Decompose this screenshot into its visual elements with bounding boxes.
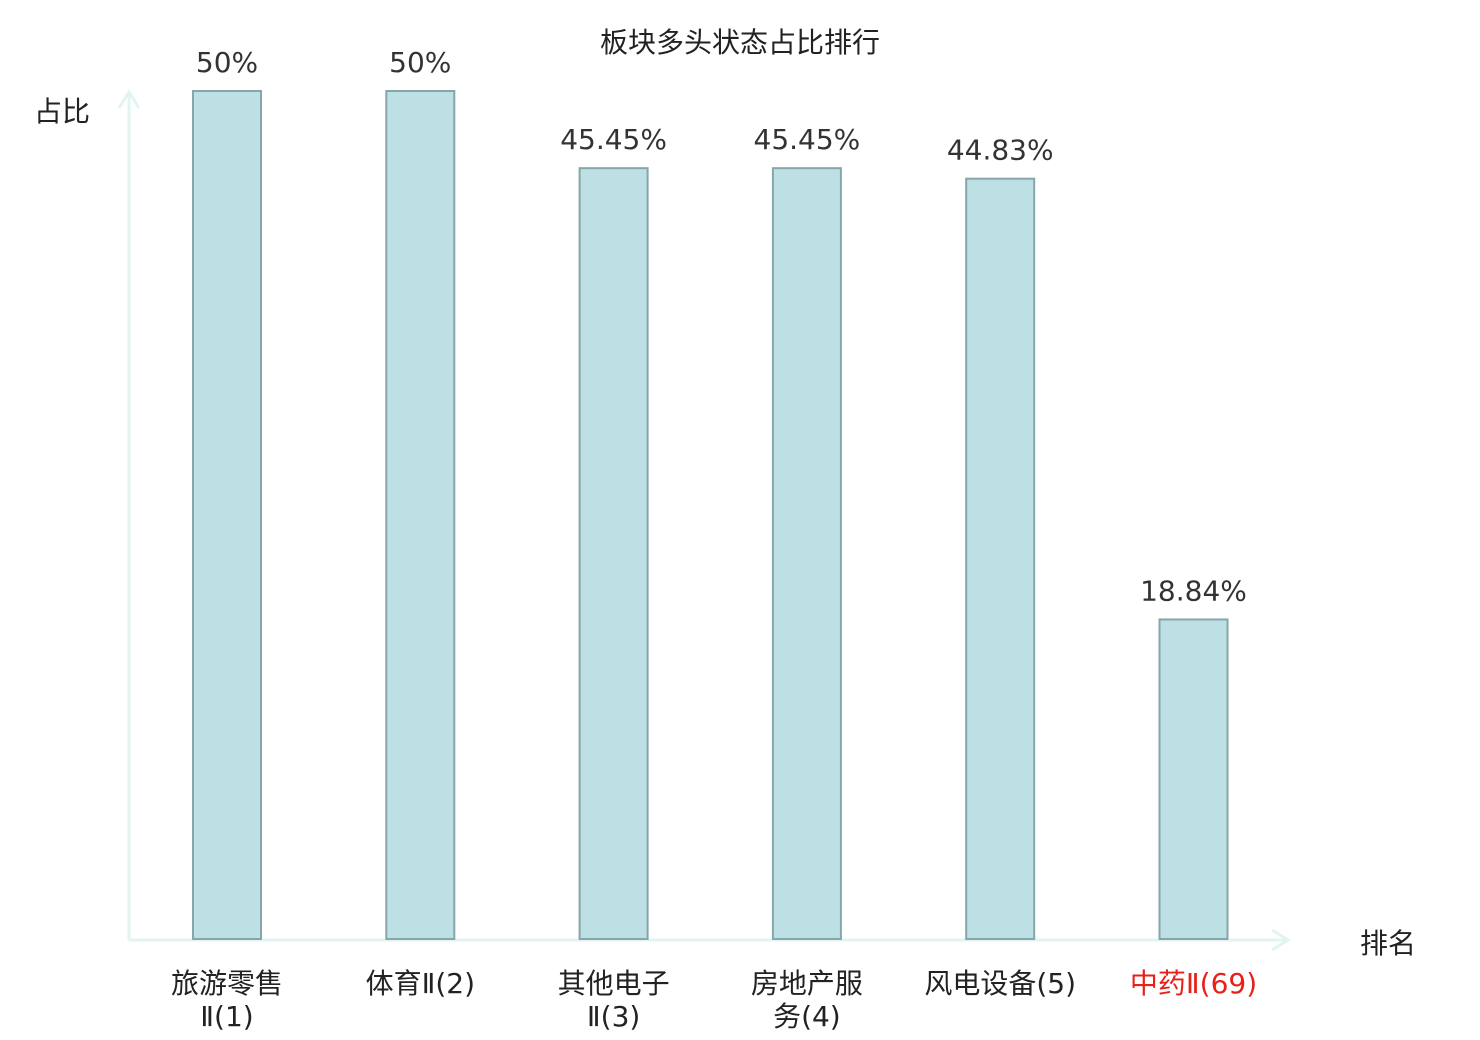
bar-value-label: 50%	[196, 46, 258, 79]
y-axis-label: 占比	[34, 95, 90, 128]
axes	[117, 89, 1291, 952]
bar	[1158, 618, 1229, 940]
bar	[578, 167, 649, 940]
x-axis-arrow	[1271, 928, 1291, 952]
x-tick-label: 中药Ⅱ(69)	[1130, 967, 1257, 1000]
y-axis-arrow	[117, 89, 141, 109]
chart-title: 板块多头状态占比排行	[600, 26, 880, 59]
bar-value-label: 45.45%	[754, 123, 861, 156]
bar	[771, 167, 842, 940]
value-labels: 50% 50% 45.45% 45.45% 44.83% 18.84%	[196, 46, 1247, 607]
bar-value-label: 50%	[389, 46, 451, 79]
x-tick-label: 旅游零售	[171, 967, 283, 1000]
bar	[965, 177, 1036, 940]
x-tick-label: 风电设备(5)	[924, 967, 1076, 1000]
x-tick-label: 务(4)	[773, 1000, 841, 1033]
bar	[385, 90, 456, 940]
x-tick-label: 房地产服	[751, 967, 863, 1000]
x-axis-label: 排名	[1360, 927, 1416, 960]
bar-value-label: 45.45%	[560, 123, 667, 156]
x-tick-label: Ⅱ(3)	[587, 1000, 640, 1033]
x-tick-label: 其他电子	[558, 967, 670, 1000]
bar	[192, 90, 262, 940]
bars	[192, 90, 1229, 940]
bar-value-label: 18.84%	[1140, 574, 1247, 607]
x-tick-label: Ⅱ(1)	[200, 1000, 253, 1033]
bar-value-label: 44.83%	[947, 134, 1054, 167]
x-tick-label: 体育Ⅱ(2)	[366, 967, 475, 1000]
